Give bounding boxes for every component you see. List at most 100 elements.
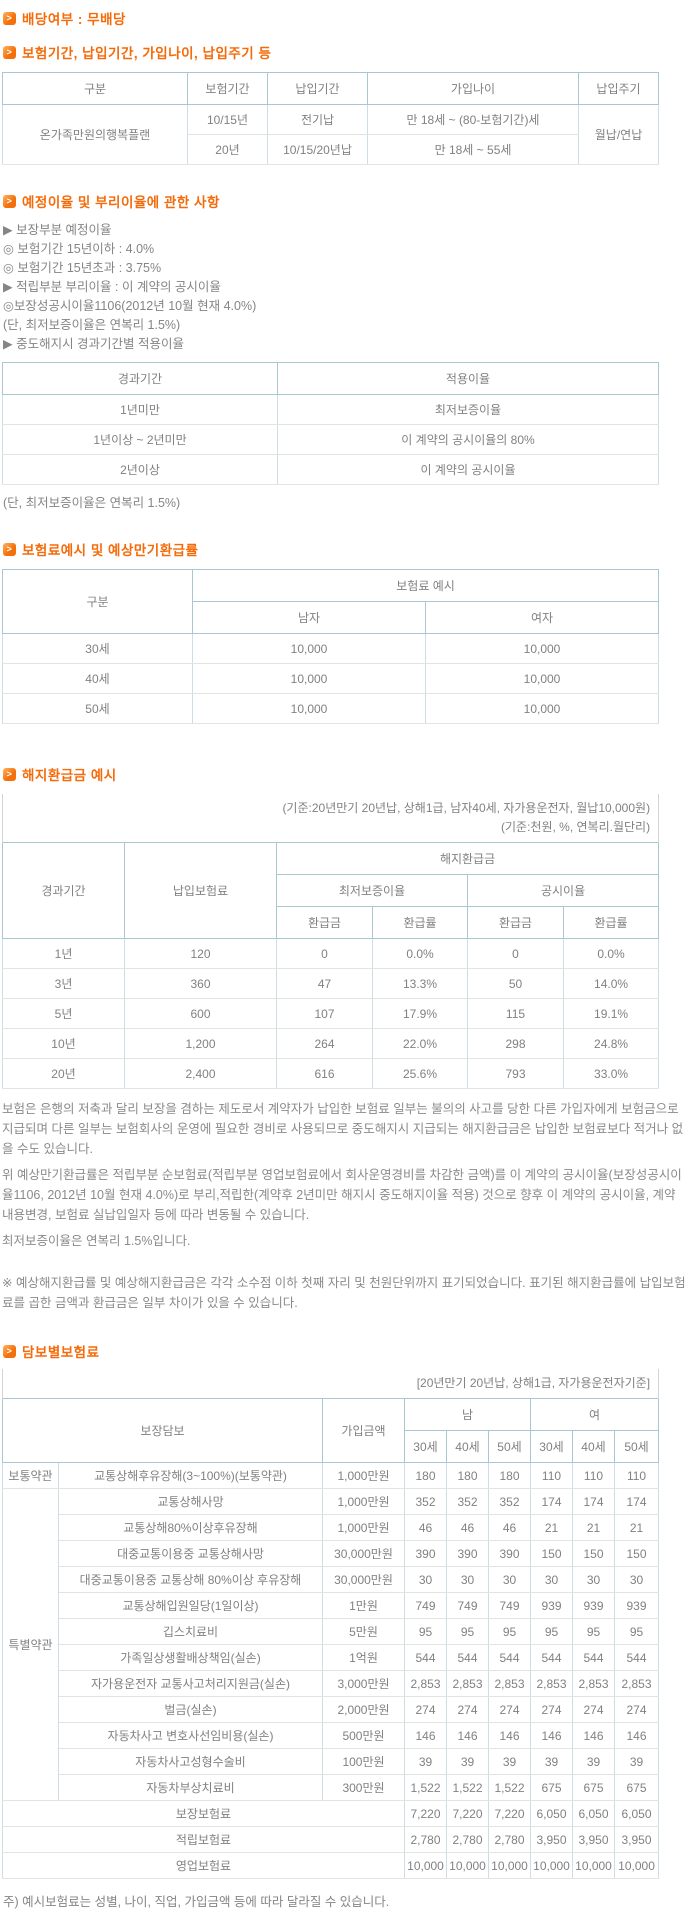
cell: 749 <box>446 1592 489 1619</box>
cell: 544 <box>488 1644 531 1671</box>
table-row: 대중교통이용중 교통상해 80%이상 후유장해 30,000만원 30 30 3… <box>3 1566 660 1593</box>
col-header: 보험기간 <box>187 72 268 105</box>
cell: 939 <box>572 1592 615 1619</box>
section-title-dividend: > 배당여부 : 무배당 <box>3 8 686 28</box>
table-row: 교통상해80%이상후유장해 1,000만원 46 46 46 21 21 21 <box>3 1514 660 1541</box>
section-title-text: 담보별보험료 <box>22 1345 100 1360</box>
caption-row: [20년만기 20년납, 상해1급, 자가용운전자기준] <box>1 1369 660 1399</box>
table-row: 1년 120 0 0.0% 0 0.0% <box>2 938 660 969</box>
age-header: 40세 <box>446 1430 489 1463</box>
col-header: 환급금 <box>276 906 373 939</box>
applied-rate-table: 경과기간 적용이율 1년미만 최저보증이율 1년이상 ~ 2년미만 이 계약의 … <box>2 362 659 485</box>
cell: 274 <box>446 1696 489 1723</box>
rate-line: ▶ 중도해지시 경과기간별 적용이율 <box>3 337 185 351</box>
table-row: 온가족만원의행복플랜 10/15년 전기납 만 18세 ~ (80-보험기간)세… <box>2 104 659 165</box>
amount-cell: 300만원 <box>322 1774 405 1801</box>
coverage-name-cell: 교통상해후유장해(3~100%)(보통약관) <box>58 1462 323 1489</box>
cell: 30 <box>446 1566 489 1593</box>
cell: 2,853 <box>530 1670 573 1697</box>
cell: 352 <box>404 1488 447 1515</box>
group-header: 최저보증이율 <box>276 874 468 907</box>
table-row: 가족일상생활배상책임(실손) 1억원 544 544 544 544 544 5… <box>3 1644 660 1671</box>
table-row: 50세 10,000 10,000 <box>2 693 660 724</box>
section-title-rates: > 예정이율 및 부리이율에 관한 사항 <box>3 191 686 211</box>
cell: 14.0% <box>562 968 660 999</box>
cell: 95 <box>572 1618 615 1645</box>
cell: 전기납 <box>267 104 368 135</box>
age-header: 50세 <box>613 1430 660 1463</box>
cell: 264 <box>276 1028 373 1059</box>
table-header-row: 구분 보험기간 납입기간 가입나이 납입주기 <box>2 72 659 105</box>
cell: 95 <box>530 1618 573 1645</box>
table-row: 교통상해입원일당(1일이상) 1만원 749 749 749 939 939 9… <box>3 1592 660 1619</box>
coverage-premium-table: [20년만기 20년납, 상해1급, 자가용운전자기준] 보장담보 가입금액 남… <box>1 1369 660 1879</box>
chevron-right-icon: > <box>3 542 16 556</box>
cell: 110 <box>530 1462 573 1489</box>
cell: 1,522 <box>446 1774 489 1801</box>
cell: 749 <box>488 1592 531 1619</box>
age-header: 30세 <box>404 1430 447 1463</box>
chevron-right-icon: > <box>3 45 16 59</box>
table-row: 자동차사고성형수술비 100만원 39 39 39 39 39 39 <box>3 1748 660 1775</box>
section-title-text: 해지환급금 예시 <box>22 768 117 783</box>
cell: 13.3% <box>372 968 468 999</box>
section-title-surrender: > 해지환급금 예시 <box>3 764 686 784</box>
cell: 33.0% <box>562 1058 660 1089</box>
table-row: 20년 10/15/20년납 만 18세 ~ 55세 <box>3 134 659 165</box>
table-row: 대중교통이용중 교통상해사망 30,000만원 390 390 390 150 … <box>3 1540 660 1567</box>
cell: 7,220 <box>404 1800 447 1827</box>
cell: 390 <box>488 1540 531 1567</box>
amount-cell: 1,000만원 <box>322 1514 405 1541</box>
rate-line: ◎보장성공시이율1106(2012년 10월 현재 4.0%) <box>3 299 257 313</box>
amount-cell: 100만원 <box>322 1748 405 1775</box>
cell: 274 <box>530 1696 573 1723</box>
table-header-row: 30세 40세 50세 30세 40세 50세 <box>3 1430 660 1463</box>
surrender-table: (기준:20년만기 20년납, 상해1급, 남자40세, 자가용운전자, 월납1… <box>1 794 660 1089</box>
cell: 30 <box>530 1566 573 1593</box>
rate-line: (단, 최저보증이율은 연복리 1.5%) <box>3 318 181 332</box>
table-row: 2년이상 이 계약의 공시이율 <box>2 454 659 485</box>
premium-example-table: 구분 보험료 예시 남자 여자 30세 10,000 10,000 40세 10… <box>2 569 660 724</box>
cell: 25.6% <box>372 1058 468 1089</box>
cell: 1년미만 <box>2 394 278 425</box>
cell: 544 <box>446 1644 489 1671</box>
amount-cell: 30,000만원 <box>322 1566 405 1593</box>
cell: 10,000 <box>488 1852 531 1879</box>
caption-row: (기준:20년만기 20년납, 상해1급, 남자40세, 자가용운전자, 월납1… <box>1 794 660 843</box>
cell: 2,780 <box>488 1826 531 1853</box>
table-row: 10년 1,200 264 22.0% 298 24.8% <box>2 1028 660 1059</box>
cell: 150 <box>572 1540 615 1567</box>
cell: 115 <box>467 998 564 1029</box>
cell: 7,220 <box>446 1800 489 1827</box>
cell: 107 <box>276 998 373 1029</box>
coverage-name-cell: 가족일상생활배상책임(실손) <box>58 1644 323 1671</box>
cell: 10,000 <box>613 1852 660 1879</box>
cell: 352 <box>446 1488 489 1515</box>
table-row: 벌금(실손) 2,000만원 274 274 274 274 274 274 <box>3 1696 660 1723</box>
cell: 274 <box>488 1696 531 1723</box>
cell: 30세 <box>2 633 193 664</box>
cell: 6,050 <box>530 1800 573 1827</box>
cell: 180 <box>404 1462 447 1489</box>
col-header: 납입주기 <box>578 72 659 105</box>
cell: 39 <box>572 1748 615 1775</box>
disclaimer-note: ※ 예상해지환급률 및 예상해지환급금은 각각 소수점 이하 첫째 자리 및 천… <box>2 1276 686 1310</box>
cell: 793 <box>467 1058 564 1089</box>
cell: 1,522 <box>404 1774 447 1801</box>
cell: 20년 <box>187 134 268 165</box>
amount-cell: 2,000만원 <box>322 1696 405 1723</box>
cell: 만 18세 ~ 55세 <box>367 134 579 165</box>
cell: 274 <box>613 1696 660 1723</box>
cell: 2,780 <box>446 1826 489 1853</box>
cell: 174 <box>572 1488 615 1515</box>
summary-label: 보장보험료 <box>2 1800 405 1827</box>
cell: 544 <box>613 1644 660 1671</box>
cell: 2,853 <box>446 1670 489 1697</box>
cell: 39 <box>404 1748 447 1775</box>
col-header: 환급률 <box>372 906 468 939</box>
group-header: 해지환급금 <box>275 842 660 875</box>
cell: 146 <box>488 1722 531 1749</box>
cell: 675 <box>530 1774 573 1801</box>
cell: 10,000 <box>424 633 660 664</box>
